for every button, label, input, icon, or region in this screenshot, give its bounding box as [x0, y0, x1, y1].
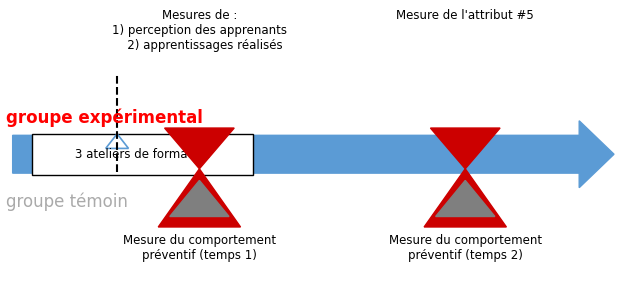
Polygon shape	[165, 128, 234, 169]
Text: 3 ateliers de formation: 3 ateliers de formation	[75, 148, 210, 161]
Text: Mesure de l'attribut #5: Mesure de l'attribut #5	[396, 9, 534, 22]
Polygon shape	[170, 180, 229, 217]
Text: Mesures de :
1) perception des apprenants
   2) apprentissages réalisés: Mesures de : 1) perception des apprenant…	[112, 9, 287, 52]
Polygon shape	[106, 134, 128, 148]
Polygon shape	[430, 128, 500, 169]
FancyBboxPatch shape	[32, 134, 253, 175]
Polygon shape	[158, 169, 241, 227]
Polygon shape	[424, 169, 506, 227]
Text: Mesure du comportement
préventif (temps 1): Mesure du comportement préventif (temps …	[123, 234, 276, 262]
Text: groupe expérimental: groupe expérimental	[6, 109, 203, 127]
Polygon shape	[13, 121, 614, 188]
Polygon shape	[436, 180, 495, 217]
Text: Mesure du comportement
préventif (temps 2): Mesure du comportement préventif (temps …	[389, 234, 542, 262]
Text: groupe témoin: groupe témoin	[6, 193, 128, 212]
